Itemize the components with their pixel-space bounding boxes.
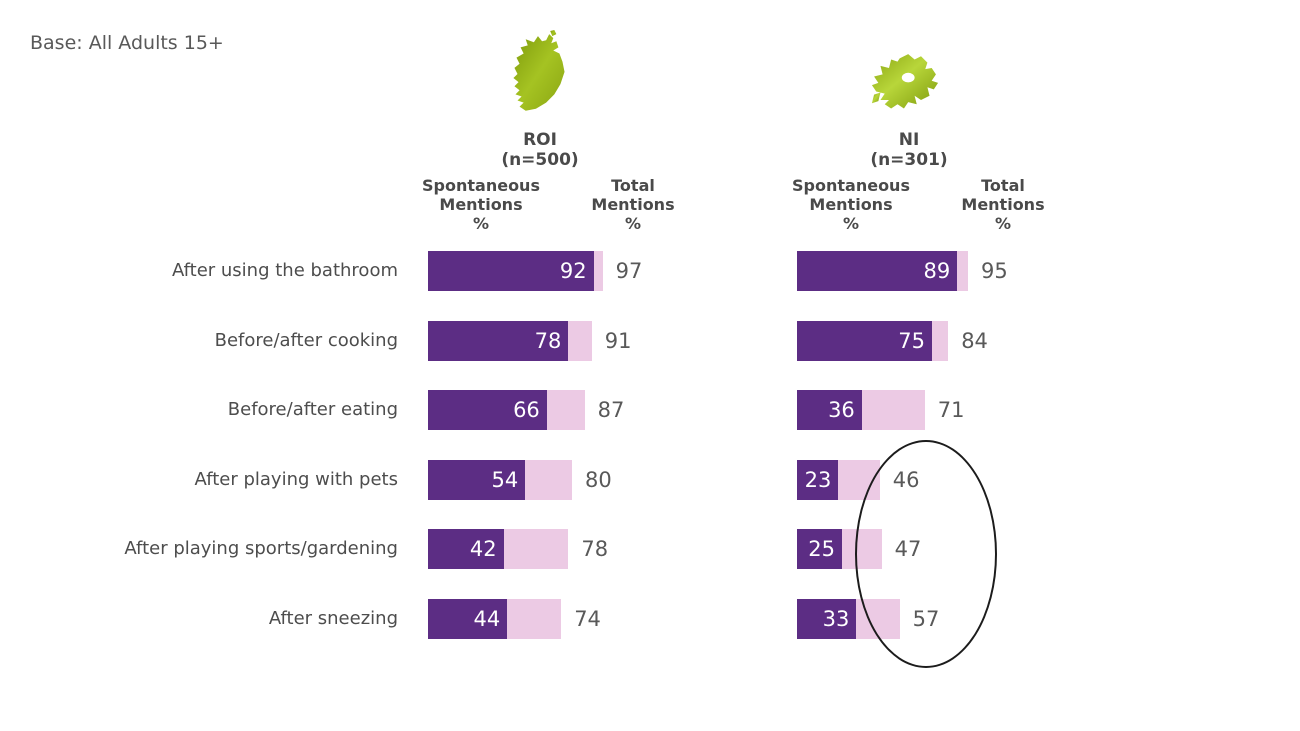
northern-ireland-map-icon — [871, 54, 939, 109]
total-value-label: 71 — [937, 398, 965, 422]
category-label: Before/after cooking — [214, 329, 398, 351]
bar-row: 89 95 — [797, 251, 1147, 291]
spontaneous-mentions-bar: 33 — [797, 598, 857, 639]
bar-row: 78 91 — [428, 320, 778, 361]
spontaneous-value-label: 92 — [559, 259, 587, 283]
spontaneous-mentions-bar: 42 — [428, 529, 504, 569]
ni-region-label: NI — [898, 130, 920, 150]
bar-row: 44 74 — [428, 598, 778, 639]
bar-row: 36 71 — [797, 390, 1147, 430]
roi-spontaneous-header: Spontaneous Mentions % — [422, 176, 540, 233]
spontaneous-value-label: 42 — [469, 537, 497, 561]
base-note: Base: All Adults 15+ — [30, 32, 224, 54]
bar-row: 75 84 — [797, 320, 1147, 361]
total-value-label: 97 — [615, 259, 643, 283]
spontaneous-value-label: 78 — [534, 328, 562, 353]
spontaneous-mentions-bar: 25 — [797, 529, 842, 569]
spontaneous-mentions-bar: 66 — [428, 390, 547, 430]
ni-sample-size: (n=301) — [870, 150, 948, 170]
spontaneous-mentions-bar: 78 — [428, 320, 569, 361]
spontaneous-mentions-bar: 75 — [797, 320, 932, 361]
spontaneous-value-label: 36 — [828, 398, 855, 422]
roi-group-title: ROI (n=500) — [430, 130, 650, 170]
roi-region-label: ROI — [523, 130, 557, 150]
category-label: After using the bathroom — [171, 260, 398, 281]
spontaneous-value-label: 44 — [473, 606, 501, 631]
bar-row: 92 97 — [428, 251, 778, 291]
roi-sample-size: (n=500) — [501, 150, 579, 170]
spontaneous-value-label: 66 — [513, 398, 540, 422]
spontaneous-mentions-bar: 54 — [428, 459, 526, 500]
spontaneous-value-label: 25 — [808, 537, 835, 561]
spontaneous-mentions-bar: 44 — [428, 598, 508, 639]
roi-total-header: Total Mentions % — [591, 176, 675, 233]
total-value-label: 78 — [581, 537, 609, 561]
spontaneous-mentions-bar: 92 — [428, 251, 594, 291]
category-label: After playing sports/gardening — [124, 538, 398, 559]
spontaneous-value-label: 54 — [491, 467, 519, 492]
ellipse-annotation — [855, 440, 997, 668]
ni-spontaneous-header: Spontaneous Mentions % — [792, 176, 910, 233]
bar-row: 66 87 — [428, 390, 778, 430]
spontaneous-value-label: 23 — [804, 467, 832, 492]
total-value-label: 74 — [574, 606, 601, 631]
spontaneous-mentions-bar: 89 — [797, 251, 958, 291]
ireland-map-icon — [513, 30, 565, 111]
ni-group-title: NI (n=301) — [799, 130, 1019, 170]
bar-row: 54 80 — [428, 459, 778, 500]
spontaneous-value-label: 33 — [822, 606, 850, 631]
total-value-label: 87 — [597, 398, 625, 422]
total-value-label: 95 — [981, 259, 1008, 283]
spontaneous-value-label: 75 — [898, 328, 925, 353]
total-value-label: 91 — [604, 328, 632, 353]
spontaneous-value-label: 89 — [923, 259, 951, 283]
ni-total-header: Total Mentions % — [961, 176, 1045, 233]
spontaneous-mentions-bar: 36 — [797, 390, 862, 430]
category-label: Before/after eating — [227, 399, 398, 420]
spontaneous-mentions-bar: 23 — [797, 459, 839, 500]
bar-row: 42 78 — [428, 529, 778, 569]
category-label: After sneezing — [268, 607, 398, 629]
category-label: After playing with pets — [194, 468, 398, 490]
total-value-label: 84 — [961, 328, 988, 353]
total-value-label: 80 — [585, 467, 612, 492]
